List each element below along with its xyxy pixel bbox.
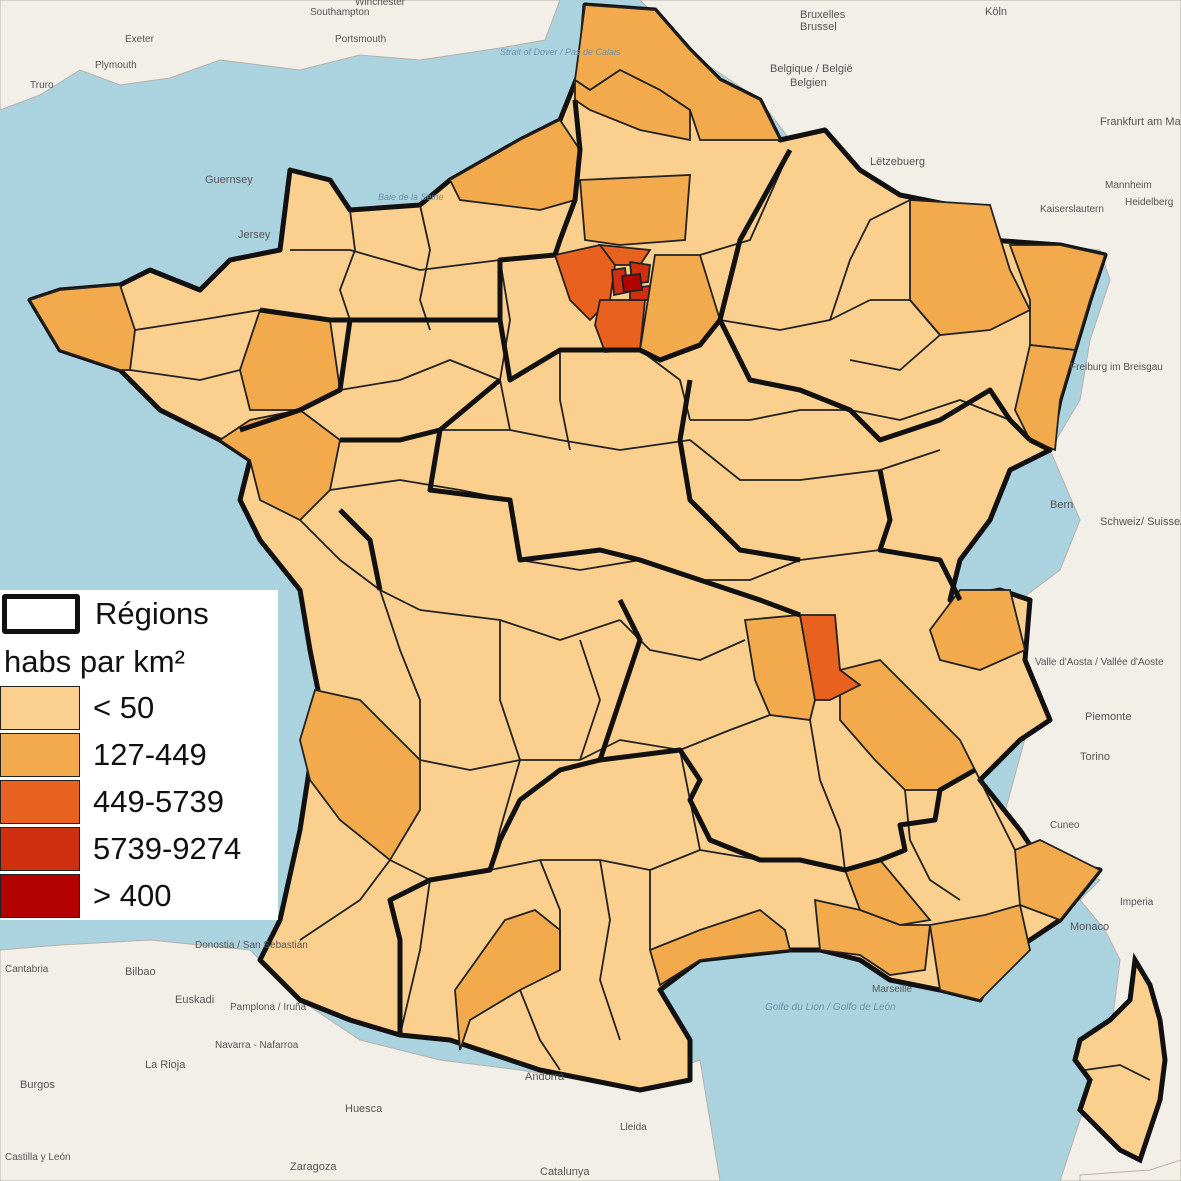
dept-rhone[interactable] [798, 614, 862, 701]
label-strait: Strait of Dover / Pas de Calais [500, 47, 621, 57]
legend-swatch [0, 874, 80, 918]
label-golfe: Golfe du Lion / Golfo de León [765, 1002, 896, 1013]
label-belgique: Belgique / België [770, 63, 853, 75]
legend-label: < 50 [93, 690, 155, 725]
label-southampton: Southampton [310, 7, 370, 18]
label-bern: Bern [1050, 499, 1073, 511]
label-huesca: Huesca [345, 1103, 383, 1115]
label-imperia: Imperia [1120, 897, 1154, 908]
dept-pas-de-calais[interactable] [574, 68, 691, 142]
label-belgien: Belgien [790, 77, 827, 89]
label-frankfurt: Frankfurt am Main [1100, 116, 1181, 128]
label-koeln: Köln [985, 6, 1007, 18]
spain-land [0, 939, 721, 1181]
dept-herault[interactable] [648, 908, 792, 987]
legend-regions-label: Régions [95, 596, 209, 631]
corsica-dept-border [1084, 1064, 1151, 1081]
label-freiburg: Freiburg im Breisgau [1070, 362, 1163, 373]
dept-finistere[interactable] [28, 284, 136, 371]
label-plymouth: Plymouth [95, 60, 137, 71]
label-burgos: Burgos [20, 1079, 55, 1091]
legend-label: 449-5739 [93, 784, 225, 819]
label-brussel: Brussel [800, 21, 837, 33]
dept-paris[interactable] [620, 273, 644, 293]
tier-127-449-departments [28, 4, 1107, 1051]
legend-swatch [0, 780, 80, 824]
label-jersey: Jersey [238, 229, 271, 241]
dept-bas-rhin[interactable] [1008, 244, 1107, 351]
label-marseille: Marseille [872, 984, 912, 995]
label-guernsey: Guernsey [205, 174, 253, 186]
label-portsmouth: Portsmouth [335, 34, 386, 45]
basemap-labels: Southampton Winchester Portsmouth Exeter… [5, 0, 1181, 1178]
label-baie: Baie de la Seine [378, 192, 444, 202]
label-bruxelles: Bruxelles [800, 9, 846, 21]
label-heidelberg: Heidelberg [1125, 197, 1173, 208]
label-larioja: La Rioja [145, 1059, 186, 1071]
england-land [0, 0, 561, 111]
label-bilbao: Bilbao [125, 966, 156, 978]
label-navarra: Navarra - Nafarroa [215, 1040, 299, 1051]
label-zaragoza: Zaragoza [290, 1161, 337, 1173]
legend-regions-swatch [2, 594, 80, 634]
label-andorra: Andorra [525, 1071, 565, 1083]
label-cantabria: Cantabria [5, 964, 49, 975]
label-mannheim: Mannheim [1105, 180, 1152, 191]
dept-oise[interactable] [579, 174, 691, 246]
legend-title: habs par km² [4, 644, 185, 679]
corsica-border [1072, 952, 1168, 1164]
label-donostia: Donostia / San Sebastián [195, 940, 308, 951]
dept-essonne[interactable] [594, 299, 646, 353]
label-euskadi: Euskadi [175, 994, 214, 1006]
label-schweiz: Schweiz/ Suisse/Svizzera/ Svizra [1100, 516, 1181, 528]
label-catalunya: Catalunya [540, 1166, 590, 1178]
dept-alpes-maritimes[interactable] [1014, 839, 1102, 922]
label-truro: Truro [30, 80, 54, 91]
dept-haute-savoie[interactable] [928, 589, 1027, 671]
legend-swatch [0, 733, 80, 777]
label-letzebuerg: Lëtzebuerg [870, 156, 925, 168]
label-exeter: Exeter [125, 34, 155, 45]
legend-label: 127-449 [93, 737, 207, 772]
label-lleida: Lleida [620, 1122, 647, 1133]
legend: Régions habs par km² < 50 127-449 449-57… [0, 590, 278, 920]
tier-449-5739-departments [553, 243, 862, 701]
label-pamplona: Pamplona / Iruña [230, 1002, 307, 1013]
sardinia-land [1079, 1159, 1181, 1181]
label-castilla: Castilla y León [5, 1152, 71, 1163]
label-kaiserslautern: Kaiserslautern [1040, 204, 1104, 215]
label-cuneo: Cuneo [1050, 820, 1080, 831]
dept-bouches-du-rhone[interactable] [813, 898, 932, 976]
legend-label: 5739-9274 [93, 831, 242, 866]
label-valledaosta: Valle d'Aosta / Vallée d'Aoste [1035, 657, 1164, 668]
label-monaco: Monaco [1070, 921, 1109, 933]
label-piemonte: Piemonte [1085, 711, 1131, 723]
label-torino: Torino [1080, 751, 1110, 763]
dept-haut-rhin[interactable] [1014, 344, 1077, 452]
dept-var[interactable] [928, 903, 1031, 1001]
region-borders [239, 99, 1052, 1035]
legend-label: > 400 [93, 878, 172, 913]
label-winchester: Winchester [355, 0, 406, 8]
legend-swatch [0, 686, 80, 730]
legend-swatch [0, 827, 80, 871]
